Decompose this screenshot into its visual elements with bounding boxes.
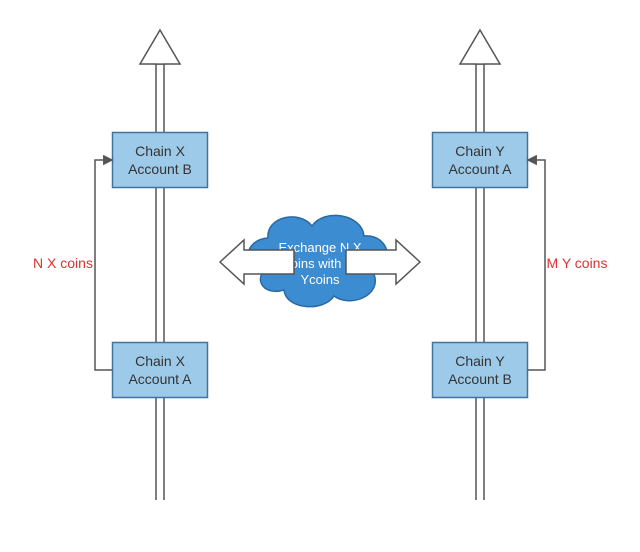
exchange-diagram: Chain X Account B Chain X Account A Chain Y A… [0,0,640,552]
transfer-arrow-left [95,160,113,370]
node-xA: Chain X Account A [113,343,208,398]
node-xB-label-2: Account B [128,161,192,177]
node-yB-label-1: Chain Y [455,353,505,369]
transfer-arrow-right [528,160,546,370]
node-yA-label-2: Account A [448,161,512,177]
node-xB: Chain X Account B [113,133,208,188]
cloud-text-3: Ycoins [300,272,340,287]
cloud-text-2: coins with M [284,256,356,271]
node-xA-label-1: Chain X [135,353,185,369]
chain-up-arrowhead [140,30,180,64]
node-yA: Chain Y Account A [433,133,528,188]
chain-line [476,54,484,500]
node-yB: Chain Y Account B [433,343,528,398]
chain-up-arrowhead [460,30,500,64]
node-yA-label-1: Chain Y [455,143,505,159]
node-xB-label-1: Chain X [135,143,185,159]
chain-line [156,54,164,500]
transfer-label-right: M Y coins [547,255,608,271]
transfer-label-left: N X coins [33,255,93,271]
node-xA-label-2: Account A [128,371,192,387]
node-yB-label-2: Account B [448,371,512,387]
